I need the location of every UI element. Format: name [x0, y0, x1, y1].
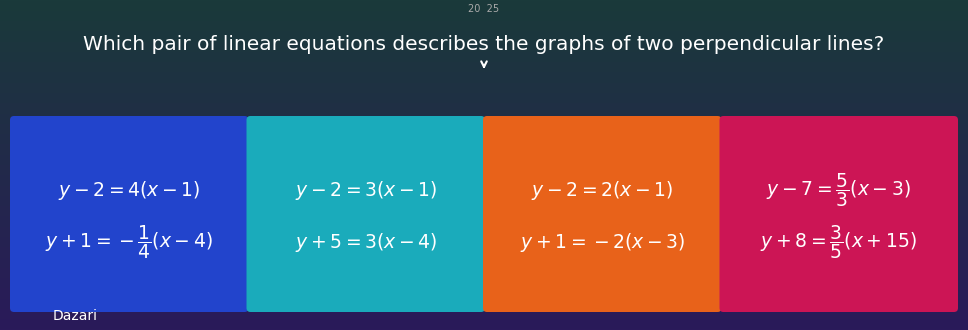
- Text: $y+1=-\dfrac{1}{4}(x-4)$: $y+1=-\dfrac{1}{4}(x-4)$: [45, 223, 213, 261]
- FancyBboxPatch shape: [483, 116, 721, 312]
- Text: $y+5=3(x-4)$: $y+5=3(x-4)$: [294, 230, 437, 253]
- Text: $y-2=3(x-1)$: $y-2=3(x-1)$: [294, 179, 437, 202]
- Text: $y-7=\dfrac{5}{3}(x-3)$: $y-7=\dfrac{5}{3}(x-3)$: [767, 171, 911, 209]
- FancyBboxPatch shape: [10, 116, 249, 312]
- Text: $y-2=4(x-1)$: $y-2=4(x-1)$: [58, 179, 200, 202]
- FancyBboxPatch shape: [247, 116, 485, 312]
- Text: $y+1=-2(x-3)$: $y+1=-2(x-3)$: [520, 230, 685, 253]
- Text: $y-2=2(x-1)$: $y-2=2(x-1)$: [531, 179, 674, 202]
- FancyBboxPatch shape: [719, 116, 958, 312]
- Text: Which pair of linear equations describes the graphs of two perpendicular lines?: Which pair of linear equations describes…: [83, 36, 885, 54]
- Text: 20  25: 20 25: [469, 4, 499, 14]
- Text: $y+8=\dfrac{3}{5}(x+15)$: $y+8=\dfrac{3}{5}(x+15)$: [761, 223, 917, 261]
- Text: Dazari: Dazari: [52, 309, 98, 323]
